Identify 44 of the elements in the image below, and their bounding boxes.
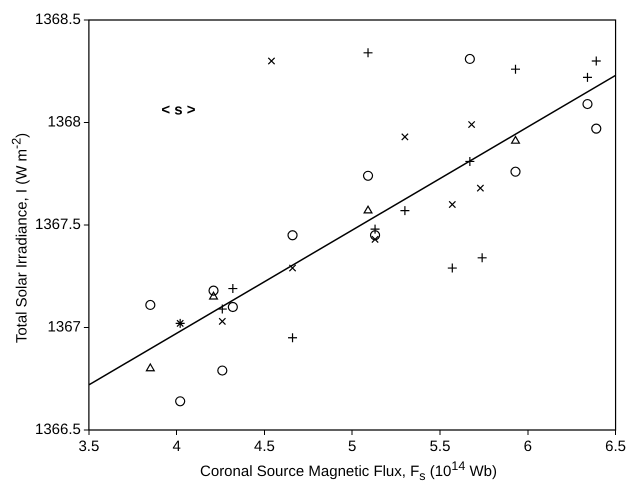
point <box>468 120 476 128</box>
point <box>364 206 373 214</box>
point <box>362 48 374 58</box>
x-tick-label: 6.5 <box>605 438 626 456</box>
point <box>464 54 475 64</box>
x-tick-label: 4.5 <box>254 438 275 456</box>
x-tick-label: 4 <box>172 438 181 456</box>
point <box>591 124 602 134</box>
x-tick-label: 5 <box>348 438 356 456</box>
y-tick-label: 1368.5 <box>34 11 81 28</box>
point <box>371 236 379 244</box>
x-tick-label: 6 <box>524 438 532 456</box>
point <box>287 230 298 240</box>
point <box>370 230 380 240</box>
point <box>217 365 228 376</box>
point <box>287 332 298 343</box>
point <box>510 166 521 177</box>
point <box>209 292 218 300</box>
point <box>146 363 155 372</box>
point <box>175 396 186 406</box>
point <box>582 72 593 82</box>
point <box>448 200 456 208</box>
point <box>268 57 276 65</box>
point <box>208 286 219 296</box>
point <box>401 133 409 141</box>
x-axis-title: Coronal Source Magnetic Flux, F$_{s}$ (10$^{14}$ Wb) <box>199 459 498 483</box>
point <box>511 136 520 144</box>
point <box>362 170 374 181</box>
x-tick-label: 5.5 <box>430 438 450 456</box>
y-tick-label: 1367 <box>48 318 81 336</box>
point <box>510 64 521 74</box>
y-tick-label: 1366.5 <box>34 421 81 438</box>
point <box>476 184 484 192</box>
x-tick-label: 3.5 <box>78 438 100 456</box>
point <box>370 224 380 234</box>
y-tick-label: 1367.5 <box>34 216 81 234</box>
point <box>582 98 593 110</box>
point <box>145 300 156 310</box>
point <box>218 318 226 326</box>
point <box>288 264 296 272</box>
point <box>591 56 602 66</box>
y-tick-label: 1368 <box>48 114 81 131</box>
point <box>228 302 238 312</box>
annotation: < s > <box>161 101 196 118</box>
